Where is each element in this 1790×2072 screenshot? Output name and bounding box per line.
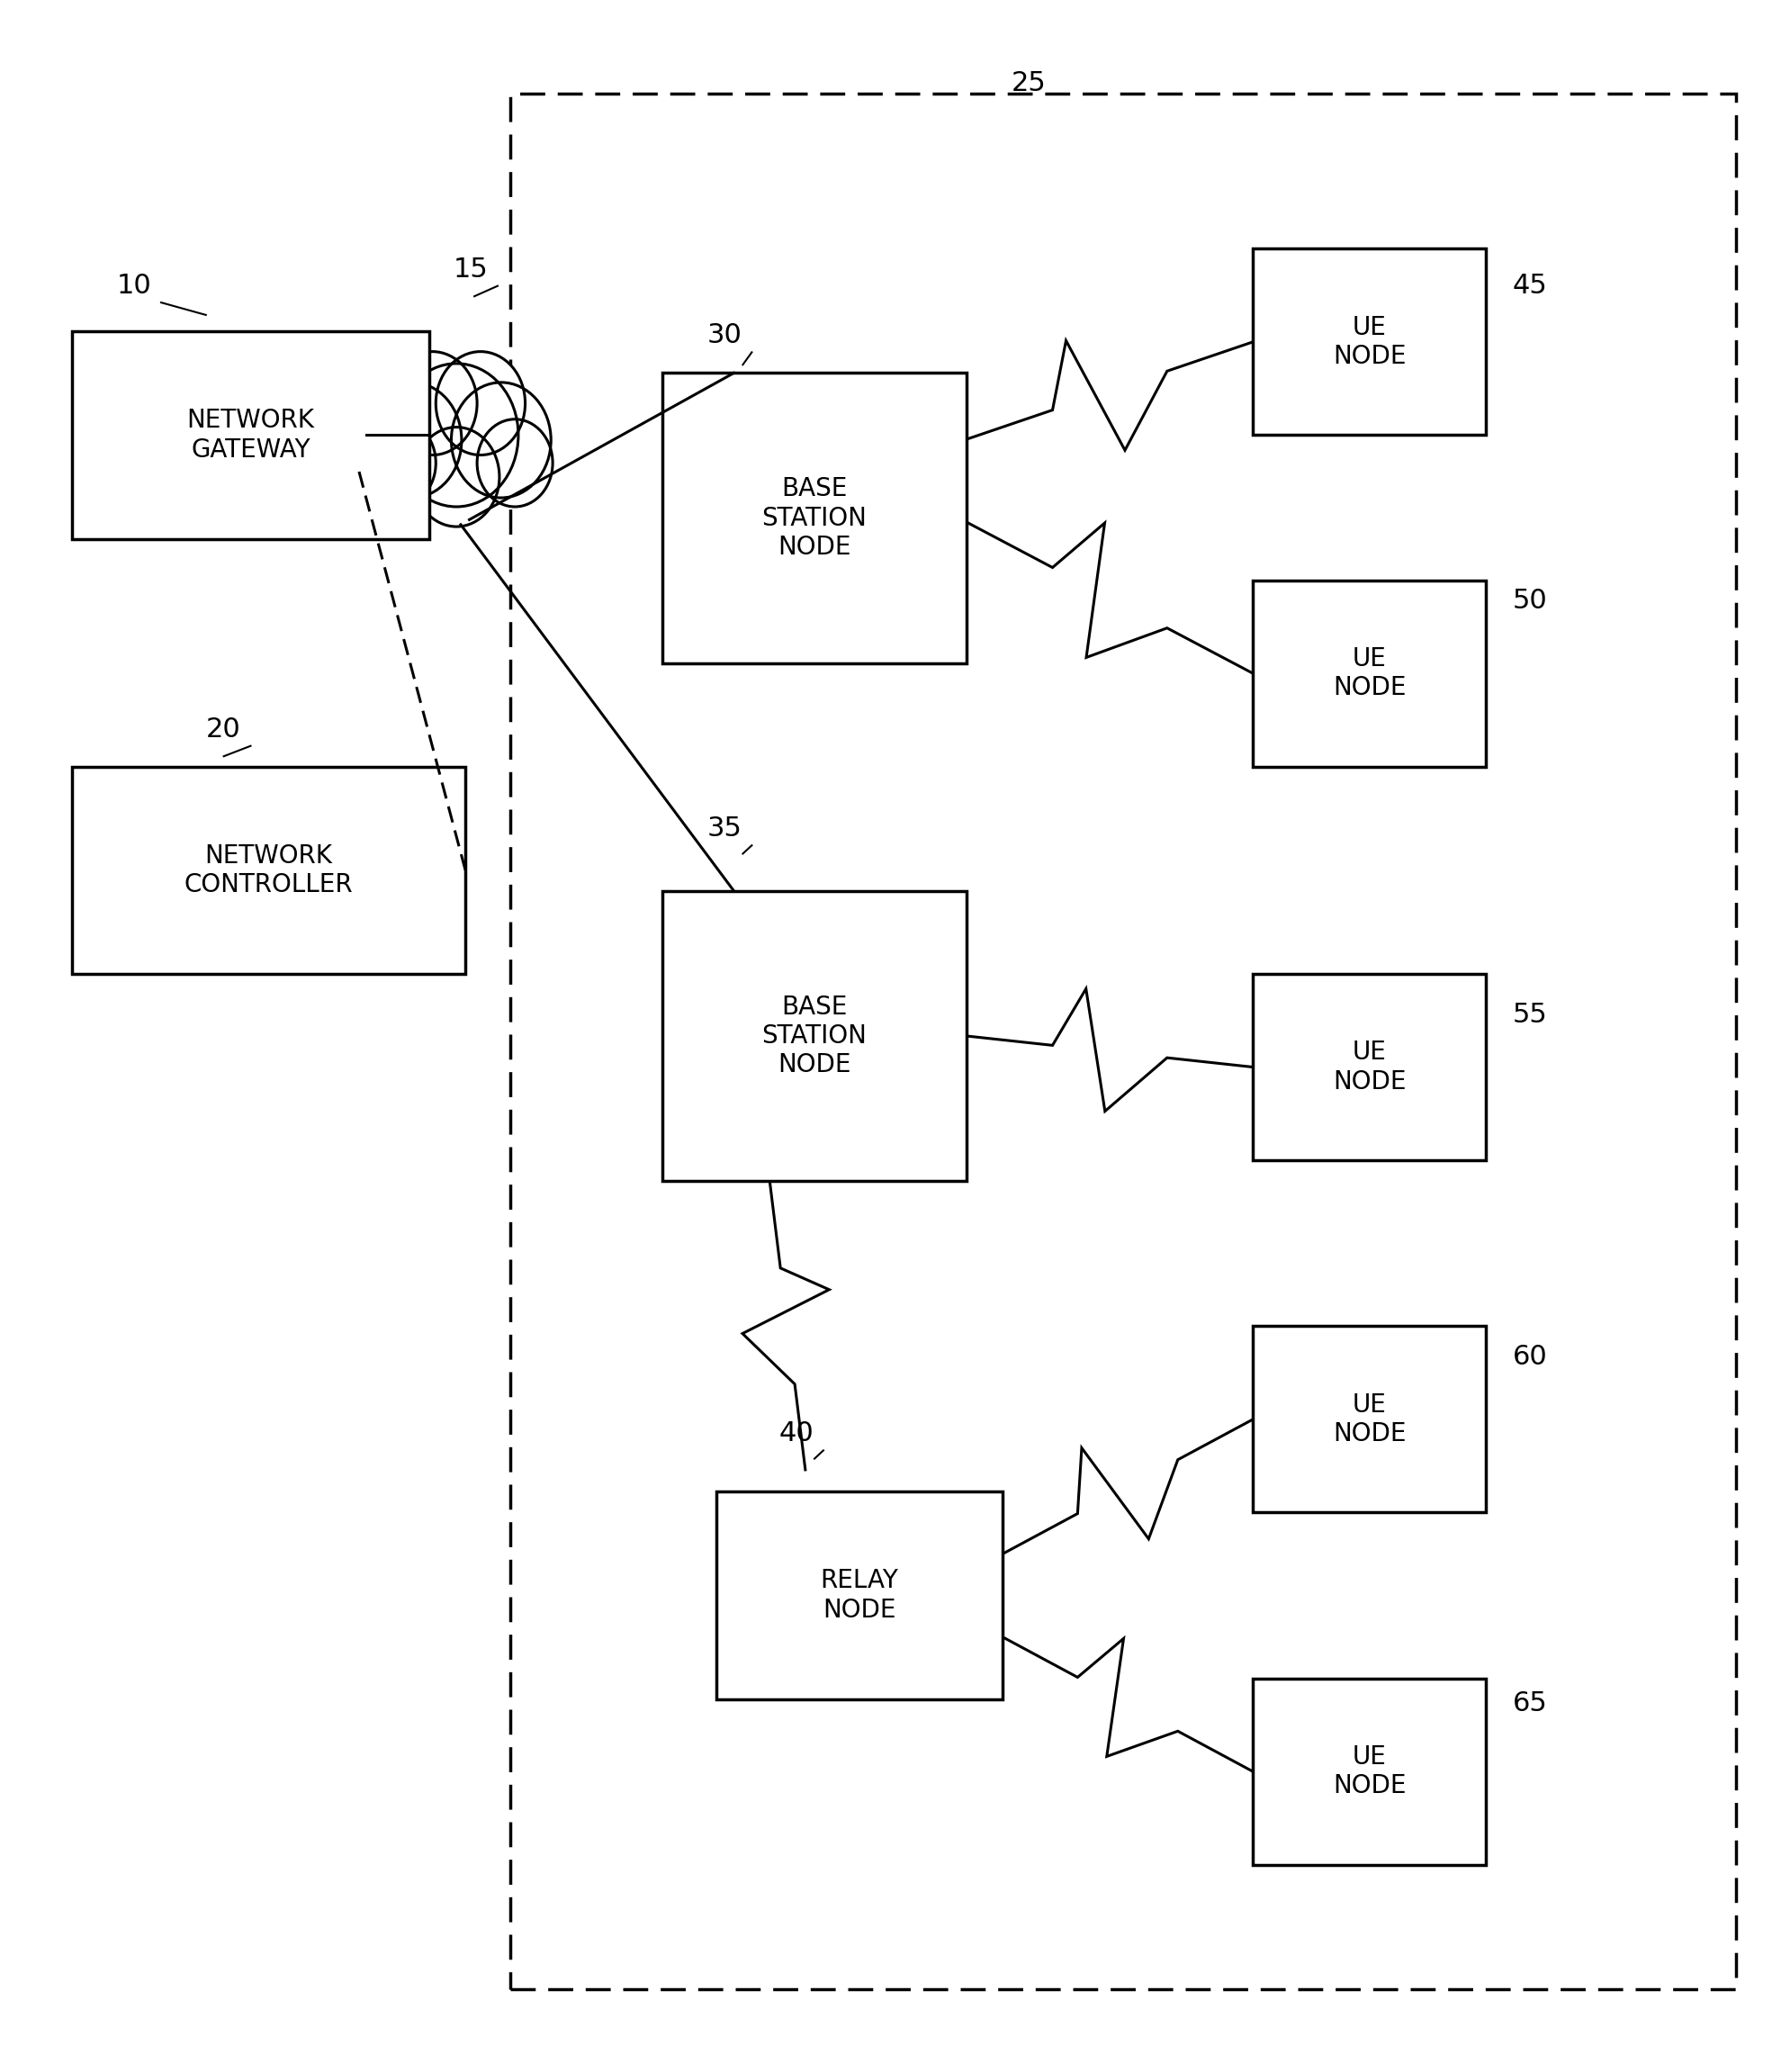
Text: 35: 35 (707, 816, 743, 841)
Text: UE
NODE: UE NODE (1334, 1392, 1405, 1446)
Bar (510, 93, 1736, 1989)
Text: 15: 15 (453, 257, 487, 282)
Text: UE
NODE: UE NODE (1334, 1745, 1405, 1798)
Text: NETWORK
CONTROLLER: NETWORK CONTROLLER (184, 843, 353, 897)
Bar (1253, 1326, 1486, 1513)
Bar (1253, 580, 1486, 767)
Circle shape (413, 427, 499, 526)
Bar (72, 767, 465, 974)
Bar (662, 373, 967, 663)
Circle shape (451, 383, 551, 497)
Circle shape (478, 419, 553, 508)
Circle shape (435, 352, 524, 456)
Bar (716, 1492, 1002, 1699)
Text: 20: 20 (206, 717, 240, 742)
Bar (1253, 1678, 1486, 1865)
Circle shape (388, 352, 478, 456)
Text: 60: 60 (1513, 1345, 1547, 1370)
Text: 65: 65 (1513, 1691, 1547, 1716)
Text: 40: 40 (779, 1421, 813, 1446)
Text: 45: 45 (1513, 274, 1547, 298)
Text: UE
NODE: UE NODE (1334, 315, 1405, 369)
Text: NETWORK
GATEWAY: NETWORK GATEWAY (186, 408, 315, 462)
Text: BASE
STATION
NODE: BASE STATION NODE (763, 995, 866, 1077)
Bar (1253, 249, 1486, 435)
Circle shape (362, 383, 462, 497)
Text: RELAY
NODE: RELAY NODE (820, 1569, 899, 1622)
Text: UE
NODE: UE NODE (1334, 646, 1405, 700)
Text: 50: 50 (1513, 588, 1547, 613)
Text: UE
NODE: UE NODE (1334, 1040, 1405, 1094)
Bar (72, 332, 430, 539)
Text: 25: 25 (1011, 70, 1045, 95)
Text: 55: 55 (1513, 1003, 1547, 1028)
Circle shape (360, 419, 435, 508)
Bar (1253, 974, 1486, 1160)
Text: BASE
STATION
NODE: BASE STATION NODE (763, 477, 866, 559)
Text: 30: 30 (707, 323, 743, 348)
Text: 10: 10 (116, 274, 150, 298)
Circle shape (394, 363, 519, 508)
Bar (662, 891, 967, 1181)
